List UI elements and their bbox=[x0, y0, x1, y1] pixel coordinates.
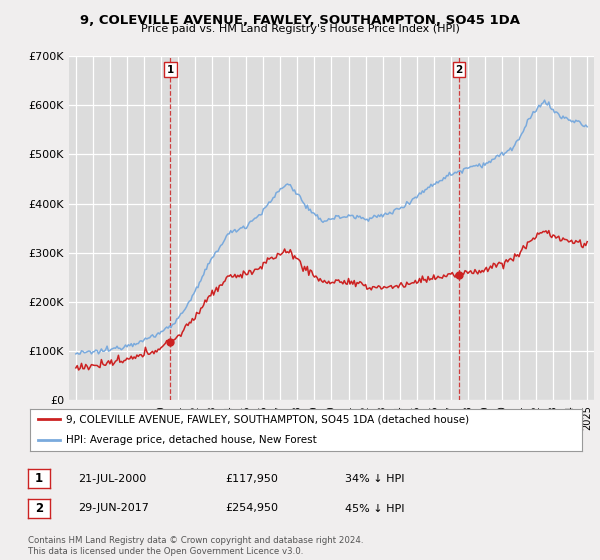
Text: Price paid vs. HM Land Registry's House Price Index (HPI): Price paid vs. HM Land Registry's House … bbox=[140, 24, 460, 34]
Text: £117,950: £117,950 bbox=[225, 474, 278, 484]
Text: 1: 1 bbox=[35, 472, 43, 486]
Text: 1: 1 bbox=[167, 65, 174, 75]
Text: 2: 2 bbox=[455, 65, 463, 75]
Text: 2: 2 bbox=[35, 502, 43, 515]
Text: 21-JUL-2000: 21-JUL-2000 bbox=[78, 474, 146, 484]
Text: £254,950: £254,950 bbox=[225, 503, 278, 514]
Text: 34% ↓ HPI: 34% ↓ HPI bbox=[345, 474, 404, 484]
Text: 9, COLEVILLE AVENUE, FAWLEY, SOUTHAMPTON, SO45 1DA: 9, COLEVILLE AVENUE, FAWLEY, SOUTHAMPTON… bbox=[80, 14, 520, 27]
Text: HPI: Average price, detached house, New Forest: HPI: Average price, detached house, New … bbox=[66, 435, 317, 445]
Text: Contains HM Land Registry data © Crown copyright and database right 2024.
This d: Contains HM Land Registry data © Crown c… bbox=[28, 536, 364, 556]
Text: 9, COLEVILLE AVENUE, FAWLEY, SOUTHAMPTON, SO45 1DA (detached house): 9, COLEVILLE AVENUE, FAWLEY, SOUTHAMPTON… bbox=[66, 414, 469, 424]
Text: 29-JUN-2017: 29-JUN-2017 bbox=[78, 503, 149, 514]
Text: 45% ↓ HPI: 45% ↓ HPI bbox=[345, 503, 404, 514]
